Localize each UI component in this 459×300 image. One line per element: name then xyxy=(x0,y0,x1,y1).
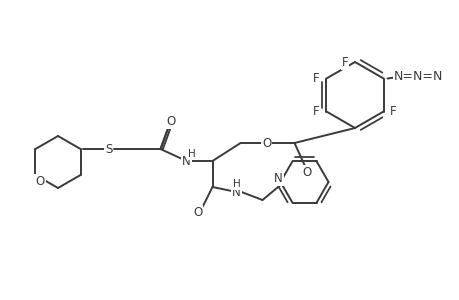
Text: F: F xyxy=(341,56,347,68)
Text: O: O xyxy=(35,175,44,188)
Text: O: O xyxy=(261,136,270,149)
Text: H: H xyxy=(187,149,195,159)
Text: F: F xyxy=(313,72,319,85)
Text: N=N=N: N=N=N xyxy=(393,70,442,83)
Text: N: N xyxy=(274,172,282,184)
Text: N: N xyxy=(232,185,241,199)
Text: O: O xyxy=(301,167,310,179)
Text: H: H xyxy=(232,179,240,189)
Text: S: S xyxy=(105,142,112,155)
Text: O: O xyxy=(192,206,202,220)
Text: O: O xyxy=(166,115,175,128)
Text: F: F xyxy=(389,105,396,118)
Text: F: F xyxy=(313,105,319,118)
Text: N: N xyxy=(182,154,190,167)
